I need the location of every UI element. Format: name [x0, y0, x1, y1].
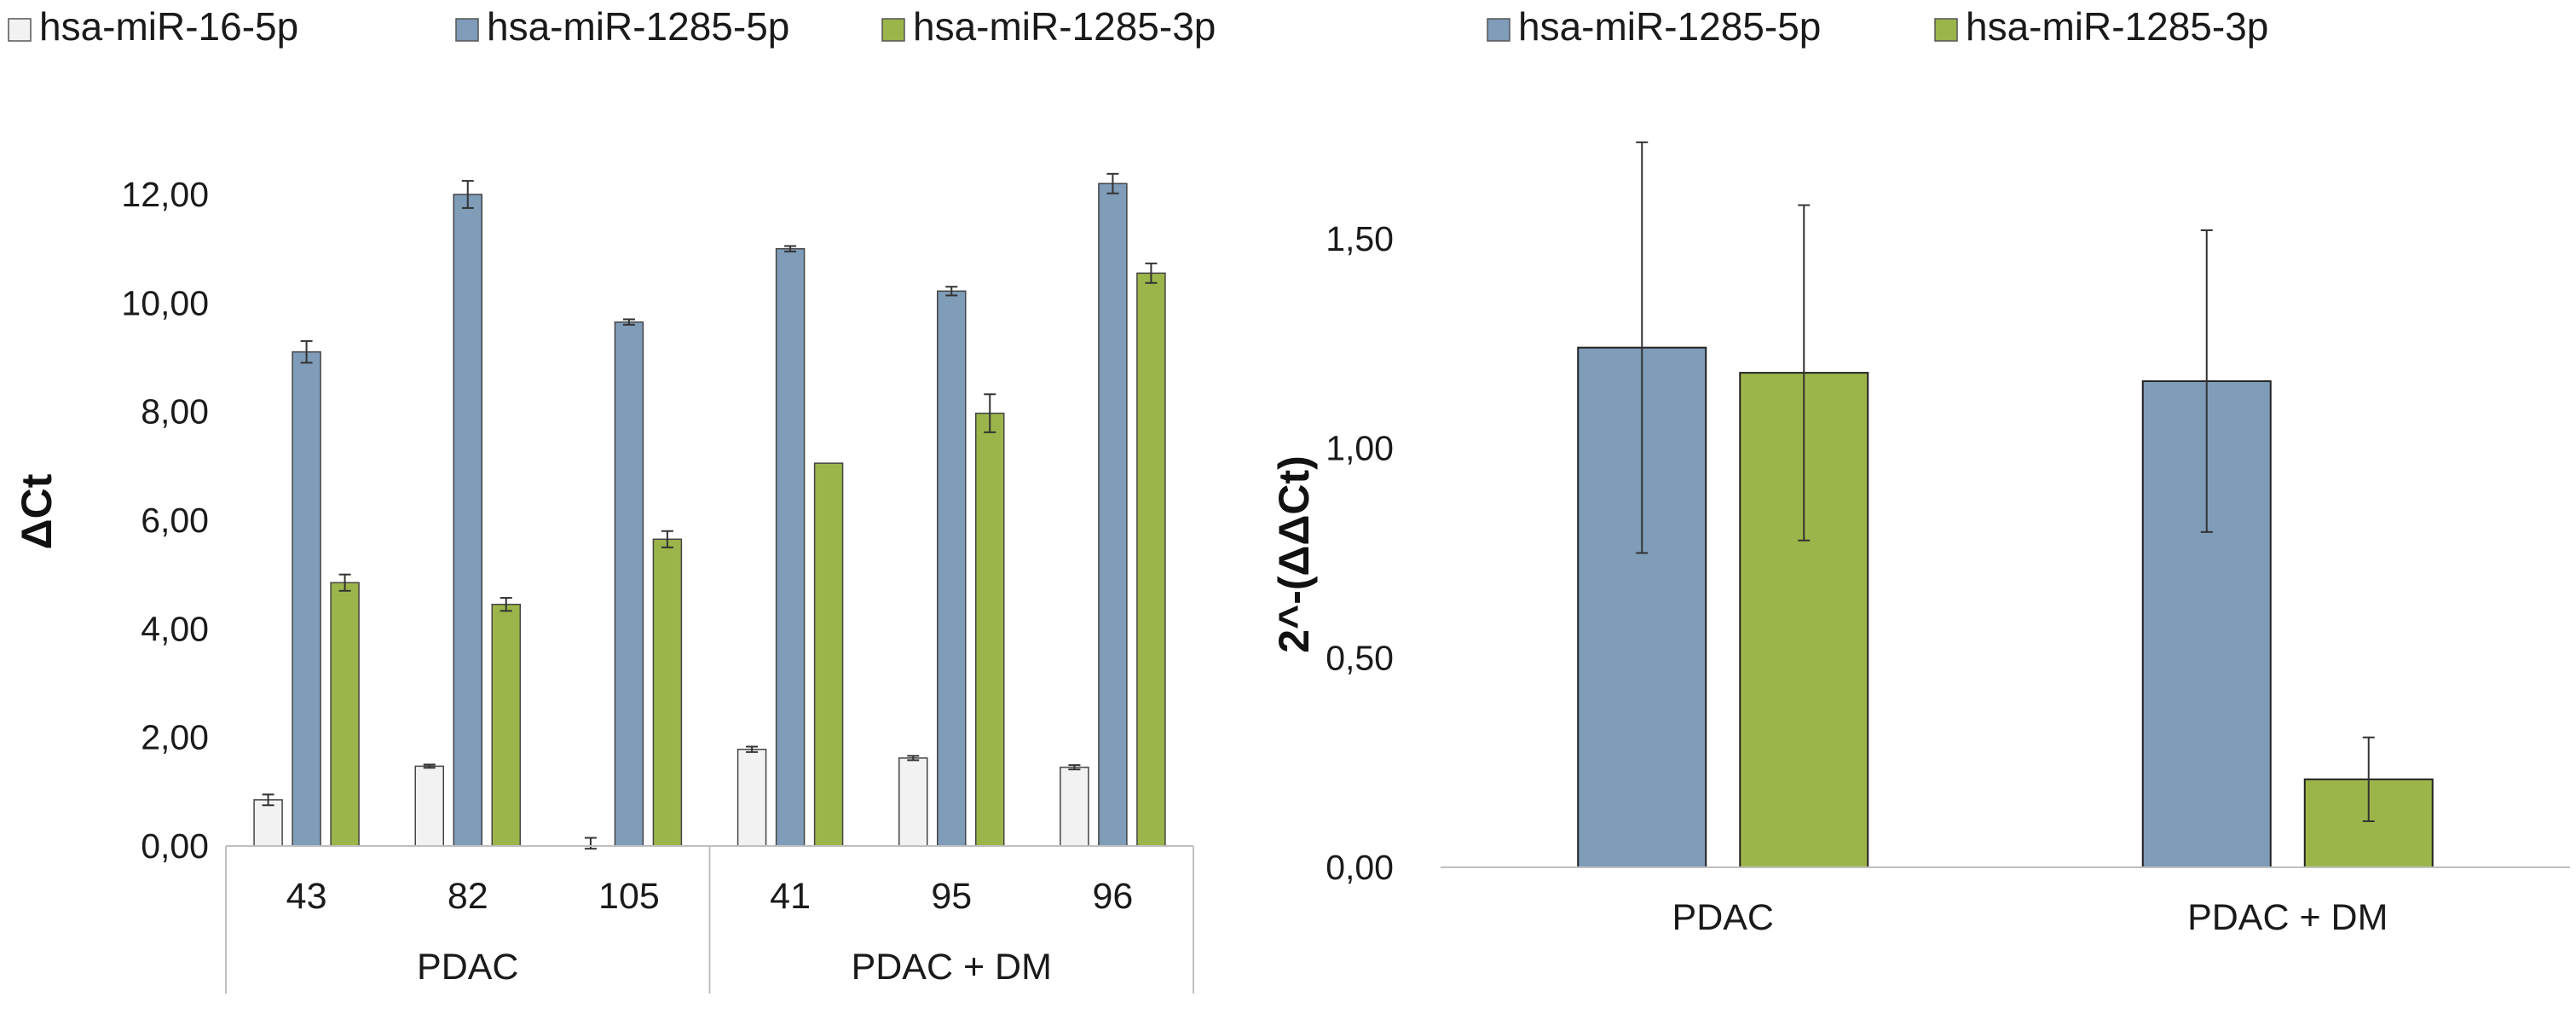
errorbar-95-0 — [907, 755, 920, 762]
bar-95-0 — [898, 757, 928, 847]
left-group-label-1: PDAC + DM — [852, 947, 1052, 988]
right-errorbar-0-1 — [1798, 204, 1811, 542]
legend-swatch-0 — [8, 18, 32, 42]
errorbar-43-1 — [300, 339, 313, 364]
errorbar-96-0 — [1068, 764, 1081, 771]
left-x-tick-82: 82 — [448, 876, 488, 917]
bar-96-0 — [1060, 766, 1089, 847]
errorbar-82-0 — [423, 763, 436, 769]
bar-105-2 — [652, 538, 683, 847]
left-x-tick-43: 43 — [286, 876, 327, 917]
left-legend: hsa-miR-16-5p hsa-miR-1285-5p hsa-miR-1285… — [8, 4, 1216, 49]
bar-41-0 — [736, 748, 767, 847]
left-x-tick-96: 96 — [1092, 876, 1133, 917]
errorbar-95-2 — [984, 393, 996, 433]
right-x-tick-0: PDAC — [1672, 897, 1774, 938]
left-x-tick-95: 95 — [931, 876, 972, 917]
delta-ct-chart: hsa-miR-16-5p hsa-miR-1285-5p hsa-miR-1285… — [8, 4, 1216, 994]
right-legend-label-1: hsa-miR-1285-3p — [1966, 4, 2268, 49]
bar-82-1 — [453, 194, 482, 847]
legend-label-0: hsa-miR-16-5p — [39, 4, 298, 49]
bar-96-1 — [1098, 183, 1128, 847]
right-y-tick-2: 1,00 — [1326, 429, 1394, 468]
errorbar-41-1 — [784, 245, 797, 252]
errorbar-96-2 — [1145, 262, 1158, 284]
right-legend-label-0: hsa-miR-1285-5p — [1518, 4, 1821, 49]
left-y-tick-5: 10,00 — [121, 283, 209, 322]
left-y-axis-title: ΔCt — [13, 473, 61, 549]
bar-95-2 — [975, 412, 1005, 847]
right-x-tick-1: PDAC + DM — [2187, 897, 2388, 938]
left-x-tick-105: 105 — [598, 876, 660, 917]
left-y-tick-3: 6,00 — [141, 501, 209, 540]
right-legend-swatch-0 — [1487, 18, 1510, 42]
left-y-tick-6: 12,00 — [121, 175, 209, 214]
errorbar-82-2 — [500, 597, 512, 612]
bar-41-1 — [775, 247, 806, 847]
right-x-axis: PDAC PDAC + DM — [1441, 866, 2570, 938]
errorbar-96-1 — [1106, 172, 1119, 194]
bar-105-1 — [614, 321, 644, 847]
left-y-tick-2: 4,00 — [141, 609, 209, 648]
legend-swatch-2 — [881, 18, 905, 42]
left-y-tick-4: 8,00 — [141, 392, 209, 432]
bar-95-1 — [937, 290, 967, 847]
left-y-tick-0: 0,00 — [141, 826, 209, 866]
bar-43-0 — [253, 799, 283, 847]
errorbar-43-2 — [338, 573, 351, 592]
right-y-ticks: 0,00 0,50 1,00 1,50 — [1326, 219, 1394, 887]
right-errorbar-1-1 — [2362, 736, 2375, 822]
left-x-tick-41: 41 — [770, 876, 811, 917]
left-bars — [253, 172, 1166, 850]
right-legend: hsa-miR-1285-5p hsa-miR-1285-3p — [1487, 4, 2268, 49]
errorbar-105-0 — [584, 837, 597, 850]
fold-change-chart: hsa-miR-1285-5p hsa-miR-1285-3p 2^-(ΔΔCt)… — [1270, 4, 2570, 938]
left-y-tick-1: 2,00 — [141, 718, 209, 757]
legend-label-1: hsa-miR-1285-5p — [487, 4, 789, 49]
right-y-axis-title: 2^-(ΔΔCt) — [1270, 455, 1318, 653]
legend-swatch-1 — [455, 18, 479, 42]
errorbar-105-1 — [622, 318, 635, 326]
bar-43-1 — [292, 351, 321, 847]
right-errorbar-1-0 — [2200, 229, 2213, 533]
right-y-tick-1: 0,50 — [1326, 638, 1394, 677]
errorbar-95-1 — [945, 286, 958, 297]
errorbar-82-1 — [461, 180, 474, 209]
left-y-ticks: 0,00 2,00 4,00 6,00 8,00 10,00 12,00 — [121, 175, 209, 866]
legend-label-2: hsa-miR-1285-3p — [913, 4, 1216, 49]
right-y-tick-0: 0,00 — [1326, 848, 1394, 887]
right-legend-swatch-1 — [1934, 18, 1958, 42]
errorbar-43-0 — [262, 793, 274, 807]
bar-82-2 — [491, 603, 521, 847]
bar-41-2 — [813, 462, 844, 847]
bar-96-2 — [1136, 272, 1166, 847]
right-errorbar-0-0 — [1636, 141, 1649, 554]
errorbar-105-2 — [661, 530, 673, 548]
bar-82-0 — [414, 765, 444, 847]
errorbar-41-0 — [746, 745, 759, 753]
left-x-axis: 43 82 105 41 95 96 PDAC PDAC + DM — [225, 845, 1194, 994]
right-bars — [1577, 141, 2434, 869]
bar-43-2 — [330, 582, 360, 847]
left-group-label-0: PDAC — [417, 947, 518, 988]
right-y-tick-3: 1,50 — [1326, 219, 1394, 258]
